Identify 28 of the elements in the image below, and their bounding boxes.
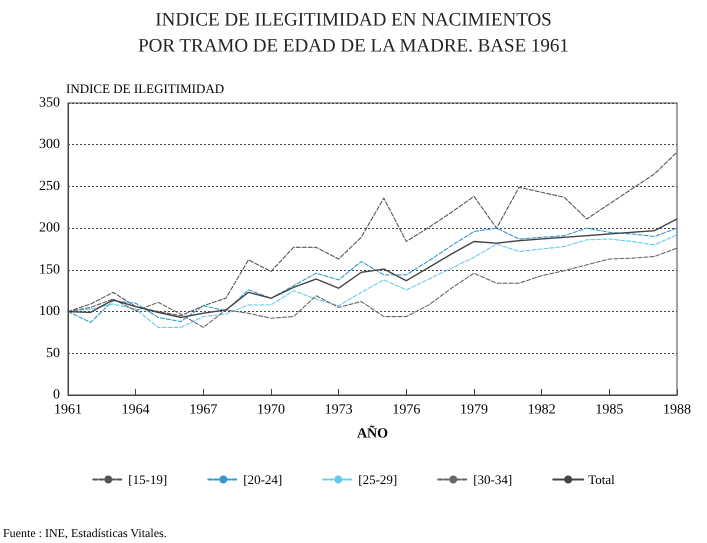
y-tick-label: 250	[39, 178, 60, 194]
x-tick-label: 1982	[528, 402, 556, 418]
y-tick-label: 0	[53, 388, 60, 402]
y-tick-label: 300	[39, 137, 60, 152]
x-tick-label: 1973	[324, 402, 353, 418]
y-tick-label: 50	[46, 346, 60, 361]
source-note: Fuente : INE, Estadísticas Vitales.	[3, 526, 167, 540]
legend-label: [30-34]	[473, 472, 512, 487]
chart-title: INDICE DE ILEGITIMIDAD EN NACIMIENTOS POR TRAMO DE EDAD DE LA MADRE. BASE 1961	[138, 10, 569, 56]
x-tick-label: 1964	[122, 402, 150, 418]
x-tick-label: 1976	[392, 402, 420, 418]
line-series	[67, 152, 678, 316]
legend-label: [25-29]	[358, 472, 398, 487]
x-tick-label: 1988	[663, 402, 691, 418]
x-tick-label: 1970	[257, 402, 285, 418]
legend-label: [15-19]	[128, 472, 168, 487]
x-tick-label: 1979	[460, 402, 488, 418]
y-axis-title: INDICE DE ILEGITIMIDAD	[66, 81, 224, 96]
x-tick-label: 1967	[189, 402, 218, 418]
x-tick-label: 1985	[595, 402, 624, 418]
y-tick-label: 200	[39, 220, 60, 236]
y-tick-label: 350	[39, 96, 60, 110]
y-tick-label: 150	[39, 262, 60, 278]
x-tick-label: 1961	[54, 402, 82, 418]
legend-label: [20-24]	[243, 472, 282, 487]
legend-label: Total	[588, 472, 616, 487]
y-tick-label: 100	[39, 304, 60, 320]
x-axis-title: AÑO	[356, 424, 388, 442]
